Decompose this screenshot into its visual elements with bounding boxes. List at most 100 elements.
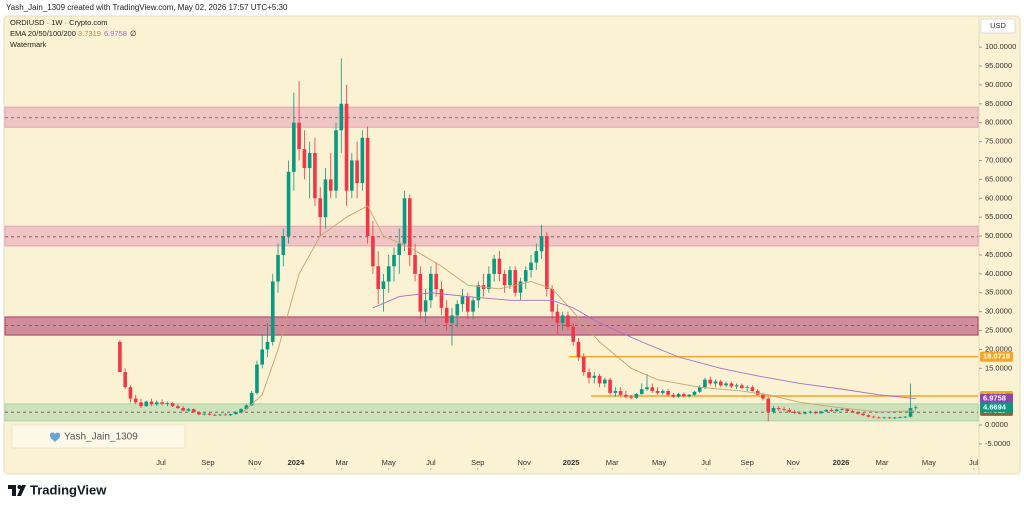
- candle-body: [608, 379, 612, 393]
- legend-ema-20: 3.7319: [78, 29, 101, 38]
- candle-body: [650, 387, 655, 392]
- legend-symbol: ORDIUSD · 1W · Crypto.com: [10, 18, 108, 27]
- watermark-text: Yash_Jain_1309: [64, 432, 138, 443]
- y-tick-label: 0.0000: [985, 420, 1008, 429]
- candle-body: [223, 414, 228, 416]
- candle-body: [892, 417, 897, 419]
- x-tick-label: Nov: [518, 458, 532, 467]
- candle-body: [687, 394, 691, 397]
- candle-body: [492, 258, 496, 274]
- legend-watermark: Watermark: [10, 40, 47, 49]
- y-tick-label: 55.0000: [985, 212, 1012, 221]
- candle-body: [397, 243, 402, 255]
- candle-body: [334, 130, 338, 191]
- x-tick-label: 2025: [563, 458, 580, 467]
- y-tick-label: 80.0000: [985, 118, 1012, 127]
- x-tick-label: Mar: [876, 458, 889, 467]
- candle-body: [792, 411, 797, 413]
- candle-body: [618, 391, 623, 395]
- candle-body: [856, 412, 860, 414]
- x-tick-label: Sep: [471, 458, 484, 467]
- candle-body: [871, 416, 876, 418]
- currency: USD: [990, 21, 1006, 30]
- candle-body: [313, 152, 317, 199]
- y-tick-label: 45.0000: [985, 250, 1012, 259]
- y-tick-label: -5.0000: [985, 439, 1010, 448]
- zone: [4, 225, 979, 247]
- x-tick-label: Sep: [740, 458, 753, 467]
- y-tick-label: 40.0000: [985, 269, 1012, 278]
- candle-body: [518, 281, 523, 293]
- candle-body: [866, 415, 871, 417]
- candle-body: [613, 391, 618, 393]
- legend-empty: ∅: [130, 29, 137, 38]
- currency-box[interactable]: [980, 18, 1016, 34]
- candle-body: [339, 103, 344, 131]
- candle-body: [123, 372, 127, 388]
- y-tick-label: 85.0000: [985, 99, 1012, 108]
- candle-body: [228, 414, 233, 416]
- candle-body: [634, 394, 639, 398]
- candle-body: [513, 270, 518, 293]
- candle-body: [624, 394, 628, 397]
- x-tick-label: Jul: [426, 458, 436, 467]
- candle-body: [745, 387, 749, 389]
- candle-body: [729, 383, 734, 387]
- candle-body: [255, 364, 259, 393]
- candle-body: [718, 381, 723, 386]
- candle-body: [239, 409, 243, 413]
- candle-body: [629, 396, 633, 398]
- candle-body: [244, 405, 249, 410]
- candle-body: [307, 152, 312, 169]
- candle-body: [850, 411, 855, 413]
- candle-body: [455, 304, 460, 316]
- candle-body: [286, 171, 291, 237]
- candle-body: [761, 394, 765, 399]
- candle-body: [118, 341, 122, 373]
- price-label: 6.9758: [983, 394, 1006, 403]
- candle-body: [444, 307, 449, 323]
- candle-body: [666, 391, 670, 395]
- candle-body: [423, 300, 428, 312]
- candle-body: [460, 296, 465, 305]
- candle-body: [170, 403, 175, 407]
- candle-body: [434, 273, 438, 289]
- candle-body: [750, 387, 755, 392]
- tradingview-logo: [8, 485, 26, 496]
- candle-body: [834, 409, 839, 412]
- y-tick-label: 95.0000: [985, 61, 1012, 70]
- candle-body: [186, 409, 191, 411]
- candle-body: [139, 402, 143, 407]
- candle-body: [776, 408, 781, 410]
- candle-body: [692, 391, 697, 395]
- candle-body: [270, 281, 275, 342]
- candle-body: [318, 198, 322, 218]
- candle-body: [381, 281, 386, 289]
- candle-body: [165, 403, 170, 404]
- header-text: Yash_Jain_1309 created with TradingView.…: [6, 3, 288, 12]
- candle-body: [740, 385, 744, 388]
- candle-body: [545, 236, 549, 289]
- candle-body: [813, 411, 818, 414]
- x-tick-label: May: [922, 458, 936, 467]
- candle-body: [476, 285, 481, 301]
- candle-body: [328, 179, 333, 191]
- y-tick-label: 70.0000: [985, 155, 1012, 164]
- candle-body: [676, 394, 681, 397]
- candle-body: [877, 417, 881, 419]
- candle-body: [566, 315, 570, 327]
- candle-body: [439, 288, 444, 308]
- candle-body: [771, 408, 776, 412]
- candle-body: [365, 137, 370, 237]
- candle-body: [144, 401, 149, 407]
- candle-body: [133, 398, 138, 403]
- candle-body: [576, 341, 581, 357]
- x-tick-label: Mar: [606, 458, 619, 467]
- zone: [4, 106, 979, 128]
- candle-body: [882, 417, 886, 419]
- logo-part: [17, 485, 22, 489]
- candle-body: [560, 315, 565, 323]
- heart-icon: [49, 432, 61, 442]
- y-tick-label: 75.0000: [985, 137, 1012, 146]
- candle-body: [824, 409, 828, 412]
